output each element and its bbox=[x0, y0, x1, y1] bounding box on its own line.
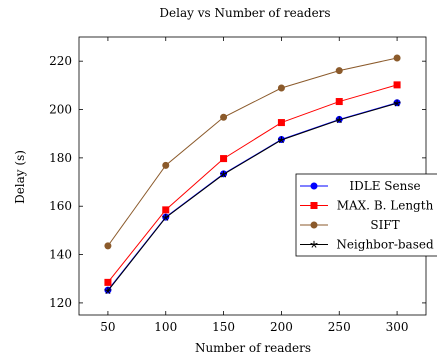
x-tick-label-300: 300 bbox=[386, 320, 409, 334]
x-tick-label-150: 150 bbox=[212, 320, 235, 334]
series-layer bbox=[104, 54, 401, 295]
legend-label-idle-sense: IDLE Sense bbox=[349, 179, 420, 193]
legend-marker-neighbor-based bbox=[310, 240, 318, 248]
series-neighbor-based bbox=[104, 99, 401, 295]
y-tick-label-220: 220 bbox=[49, 54, 72, 68]
point-sift-150 bbox=[220, 113, 228, 121]
series-max-b-length bbox=[104, 81, 401, 286]
legend-marker-max-b-length bbox=[310, 202, 318, 210]
point-sift-300 bbox=[393, 54, 401, 62]
point-sift-250 bbox=[335, 67, 343, 75]
y-tick-label-120: 120 bbox=[49, 296, 72, 310]
x-tick-label-250: 250 bbox=[328, 320, 351, 334]
legend-label-neighbor-based: Neighbor-based bbox=[336, 238, 434, 252]
point-neighbor-based-100 bbox=[162, 213, 170, 221]
point-max-b-length-50 bbox=[104, 278, 112, 286]
legend-frame bbox=[295, 173, 437, 257]
series-line-neighbor-based bbox=[107, 102, 398, 292]
legend-label-sift: SIFT bbox=[370, 218, 399, 232]
point-sift-50 bbox=[104, 242, 112, 250]
point-neighbor-based-50 bbox=[104, 287, 112, 295]
point-neighbor-based-300 bbox=[393, 99, 401, 107]
y-tick-label-180: 180 bbox=[49, 151, 72, 165]
legend-marker-idle-sense bbox=[310, 182, 318, 190]
point-max-b-length-250 bbox=[335, 98, 343, 106]
point-sift-100 bbox=[162, 161, 170, 169]
legend-item-sift: SIFT bbox=[300, 218, 400, 232]
point-max-b-length-100 bbox=[162, 206, 170, 214]
series-line-sift bbox=[107, 57, 398, 247]
y-axis-label: Delay (s) bbox=[13, 150, 27, 204]
point-neighbor-based-200 bbox=[277, 136, 285, 144]
legend-item-max-b-length: MAX. B. Length bbox=[300, 199, 434, 213]
point-neighbor-based-150 bbox=[220, 170, 228, 178]
y-tick-label-140: 140 bbox=[49, 248, 72, 262]
y-tick-label-200: 200 bbox=[49, 103, 72, 117]
point-neighbor-based-250 bbox=[335, 116, 343, 124]
point-max-b-length-300 bbox=[393, 81, 401, 89]
chart-title: Delay vs Number of readers bbox=[159, 6, 330, 20]
x-tick-label-50: 50 bbox=[100, 320, 115, 334]
legend-label-max-b-length: MAX. B. Length bbox=[337, 199, 434, 213]
series-sift bbox=[104, 54, 401, 250]
x-axis-label: Number of readers bbox=[195, 341, 311, 355]
x-tick-label-200: 200 bbox=[270, 320, 293, 334]
chart-legend: IDLE Sense MAX. B. Length SIFT Neighbor-bas… bbox=[295, 173, 437, 257]
y-tick-label-160: 160 bbox=[49, 199, 72, 213]
legend-item-neighbor-based: Neighbor-based bbox=[300, 238, 434, 252]
x-tick-label-100: 100 bbox=[154, 320, 177, 334]
point-max-b-length-150 bbox=[220, 155, 228, 163]
legend-item-idle-sense: IDLE Sense bbox=[300, 179, 421, 193]
series-line-max-b-length bbox=[107, 84, 398, 283]
point-max-b-length-200 bbox=[277, 119, 285, 127]
legend-marker-sift bbox=[310, 221, 318, 229]
point-sift-200 bbox=[277, 84, 285, 92]
axis-ticks: 50 100 150 200 250 300 120 140 160 180 200 220 bbox=[49, 37, 426, 334]
